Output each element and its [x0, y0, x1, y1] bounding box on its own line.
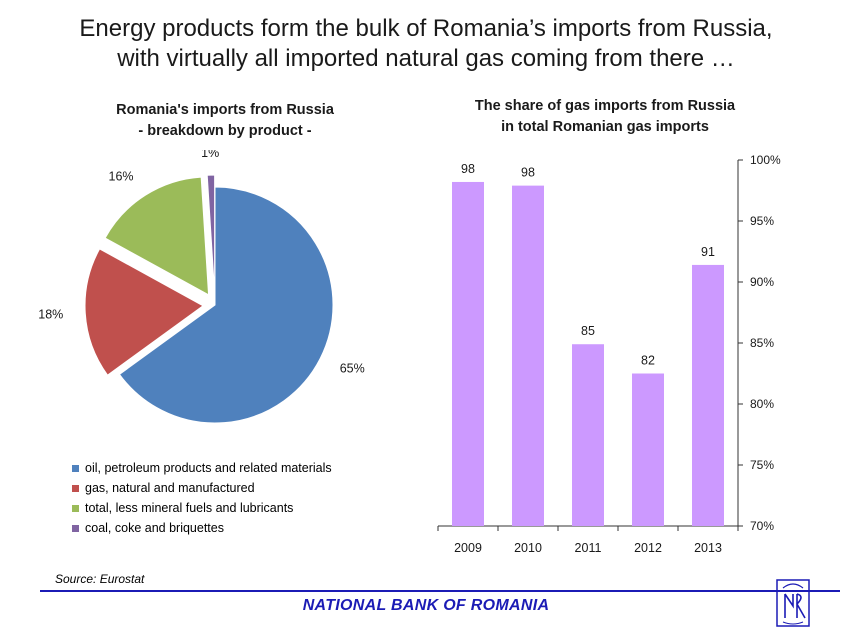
- legend-label-oil: oil, petroleum products and related mate…: [85, 461, 332, 475]
- headline-line-1: Energy products form the bulk of Romania…: [79, 15, 773, 42]
- legend-label-coal: coal, coke and briquettes: [85, 521, 224, 535]
- legend-item-other: total, less mineral fuels and lubricants: [72, 498, 332, 518]
- source-note: Source: Eurostat: [55, 572, 145, 586]
- pie-title-line-2: - breakdown by product -: [138, 123, 312, 139]
- pie-slice-other: [104, 176, 210, 296]
- legend-swatch-oil: [72, 464, 79, 472]
- x-tick-label-2010: 2010: [514, 541, 542, 555]
- pie-chart-title: Romania's imports from Russia - breakdow…: [80, 100, 370, 142]
- bar-title-line-1: The share of gas imports from Russia: [474, 98, 736, 114]
- headline-line-2: with virtually all imported natural gas …: [117, 45, 735, 72]
- y-tick-label: 95%: [750, 214, 774, 228]
- headline: Energy products form the bulk of Romania…: [0, 14, 852, 74]
- bar-chart: 70% 75% 80% 85% 90% 95% 100% 98 2009 98 2010 85 2011…: [437, 153, 781, 555]
- pie-slice-oil: [118, 186, 334, 424]
- pie-label-coal: 1%: [201, 150, 219, 160]
- legend-item-gas: gas, natural and manufactured: [72, 478, 332, 498]
- pie-slice-coal: [206, 174, 216, 294]
- pie-chart: 65% 18% 16% 1%: [38, 150, 365, 424]
- bar-2009: [452, 181, 484, 526]
- legend-label-other: total, less mineral fuels and lubricants: [85, 501, 294, 515]
- bar-value-label-2013: 91: [701, 245, 715, 259]
- bar-chart-title: The share of gas imports from Russia in …: [420, 96, 790, 138]
- y-tick-label: 80%: [750, 397, 774, 411]
- x-tick-label-2011: 2011: [575, 541, 602, 555]
- y-tick-label: 90%: [750, 275, 774, 289]
- pie-slice-gas: [84, 248, 204, 376]
- legend-swatch-coal: [72, 524, 79, 532]
- y-tick-label: 100%: [750, 153, 781, 167]
- legend-swatch-gas: [72, 484, 79, 492]
- bar-2012: [632, 373, 664, 526]
- y-tick-label: 85%: [750, 336, 774, 350]
- bar-value-label-2012: 82: [641, 354, 655, 368]
- x-tick-label-2009: 2009: [454, 541, 482, 555]
- y-tick-label: 75%: [750, 458, 774, 472]
- footer-bank-name: NATIONAL BANK OF ROMANIA: [302, 597, 550, 614]
- bar-value-label-2011: 85: [581, 324, 595, 338]
- bar-2013: [692, 264, 724, 526]
- bar-2011: [572, 344, 604, 526]
- pie-label-other: 16%: [109, 170, 134, 184]
- bar-title-line-2: in total Romanian gas imports: [501, 119, 709, 135]
- y-tick-label: 70%: [750, 519, 774, 533]
- legend-swatch-other: [72, 504, 79, 512]
- bar-2010: [512, 185, 544, 526]
- legend-item-oil: oil, petroleum products and related mate…: [72, 458, 332, 478]
- legend-item-coal: coal, coke and briquettes: [72, 518, 332, 538]
- pie-label-oil: 65%: [340, 362, 365, 376]
- bar-value-label-2009: 98: [461, 162, 475, 176]
- x-tick-label-2013: 2013: [694, 541, 722, 555]
- x-tick-label-2012: 2012: [634, 541, 662, 555]
- pie-title-line-1: Romania's imports from Russia: [116, 102, 334, 118]
- pie-legend: oil, petroleum products and related mate…: [72, 458, 332, 538]
- bnr-monogram-icon: [776, 579, 810, 627]
- bar-value-label-2010: 98: [521, 166, 535, 180]
- pie-label-gas: 18%: [38, 308, 63, 322]
- legend-label-gas: gas, natural and manufactured: [85, 481, 255, 495]
- footer-divider: [40, 590, 840, 592]
